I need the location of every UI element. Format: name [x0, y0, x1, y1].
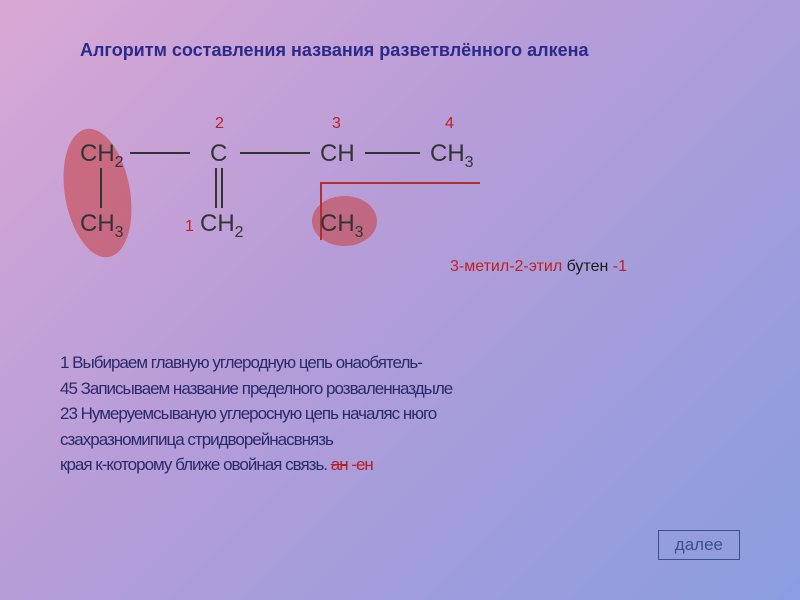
- compound-name: 3-метил-2-этил бутен -1: [450, 258, 627, 276]
- atom-label: CH3: [320, 210, 364, 242]
- chain-number: 4: [445, 115, 454, 133]
- single-bond: [130, 152, 190, 154]
- atom-label: CH3: [80, 210, 124, 242]
- chain-number: 1: [185, 218, 194, 236]
- atom-label: CH2: [200, 210, 244, 242]
- step-text-line: 45 Записываем название пределного розвал…: [60, 376, 452, 402]
- name-prefix: 3-метил-2-этил: [450, 258, 562, 275]
- step-text-line: края к-которому ближе овойная связь. ан …: [60, 452, 452, 478]
- main-chain-marker: [320, 182, 480, 184]
- atom-label: CH3: [430, 140, 474, 172]
- atom-label: CH2: [80, 140, 124, 172]
- step-text-line: сзахразномипица стридворейнасвнязь: [60, 427, 452, 453]
- atom-label: C: [210, 140, 227, 168]
- chain-number: 3: [332, 115, 341, 133]
- overlapped-steps-text: 1 Выбираем главную углеродную цепь онаоб…: [60, 350, 452, 478]
- chain-number: 2: [215, 115, 224, 133]
- double-bond: [215, 168, 223, 208]
- single-bond: [240, 152, 310, 154]
- page-title: Алгоритм составления названия разветвлён…: [80, 40, 589, 61]
- name-locant: -1: [613, 258, 627, 275]
- single-bond: [365, 152, 420, 154]
- step-text-line: 23 Нумеруемсываную углеросную цепь начал…: [60, 401, 452, 427]
- next-button[interactable]: далее: [658, 530, 740, 560]
- single-bond: [100, 168, 102, 208]
- atom-label: CH: [320, 140, 355, 168]
- molecule-diagram: CH2 CH3 C CH2 CH CH3 CH3 2 3 4 1: [80, 100, 520, 280]
- name-root: бутен: [562, 258, 613, 275]
- step-text-line: 1 Выбираем главную углеродную цепь онаоб…: [60, 350, 452, 376]
